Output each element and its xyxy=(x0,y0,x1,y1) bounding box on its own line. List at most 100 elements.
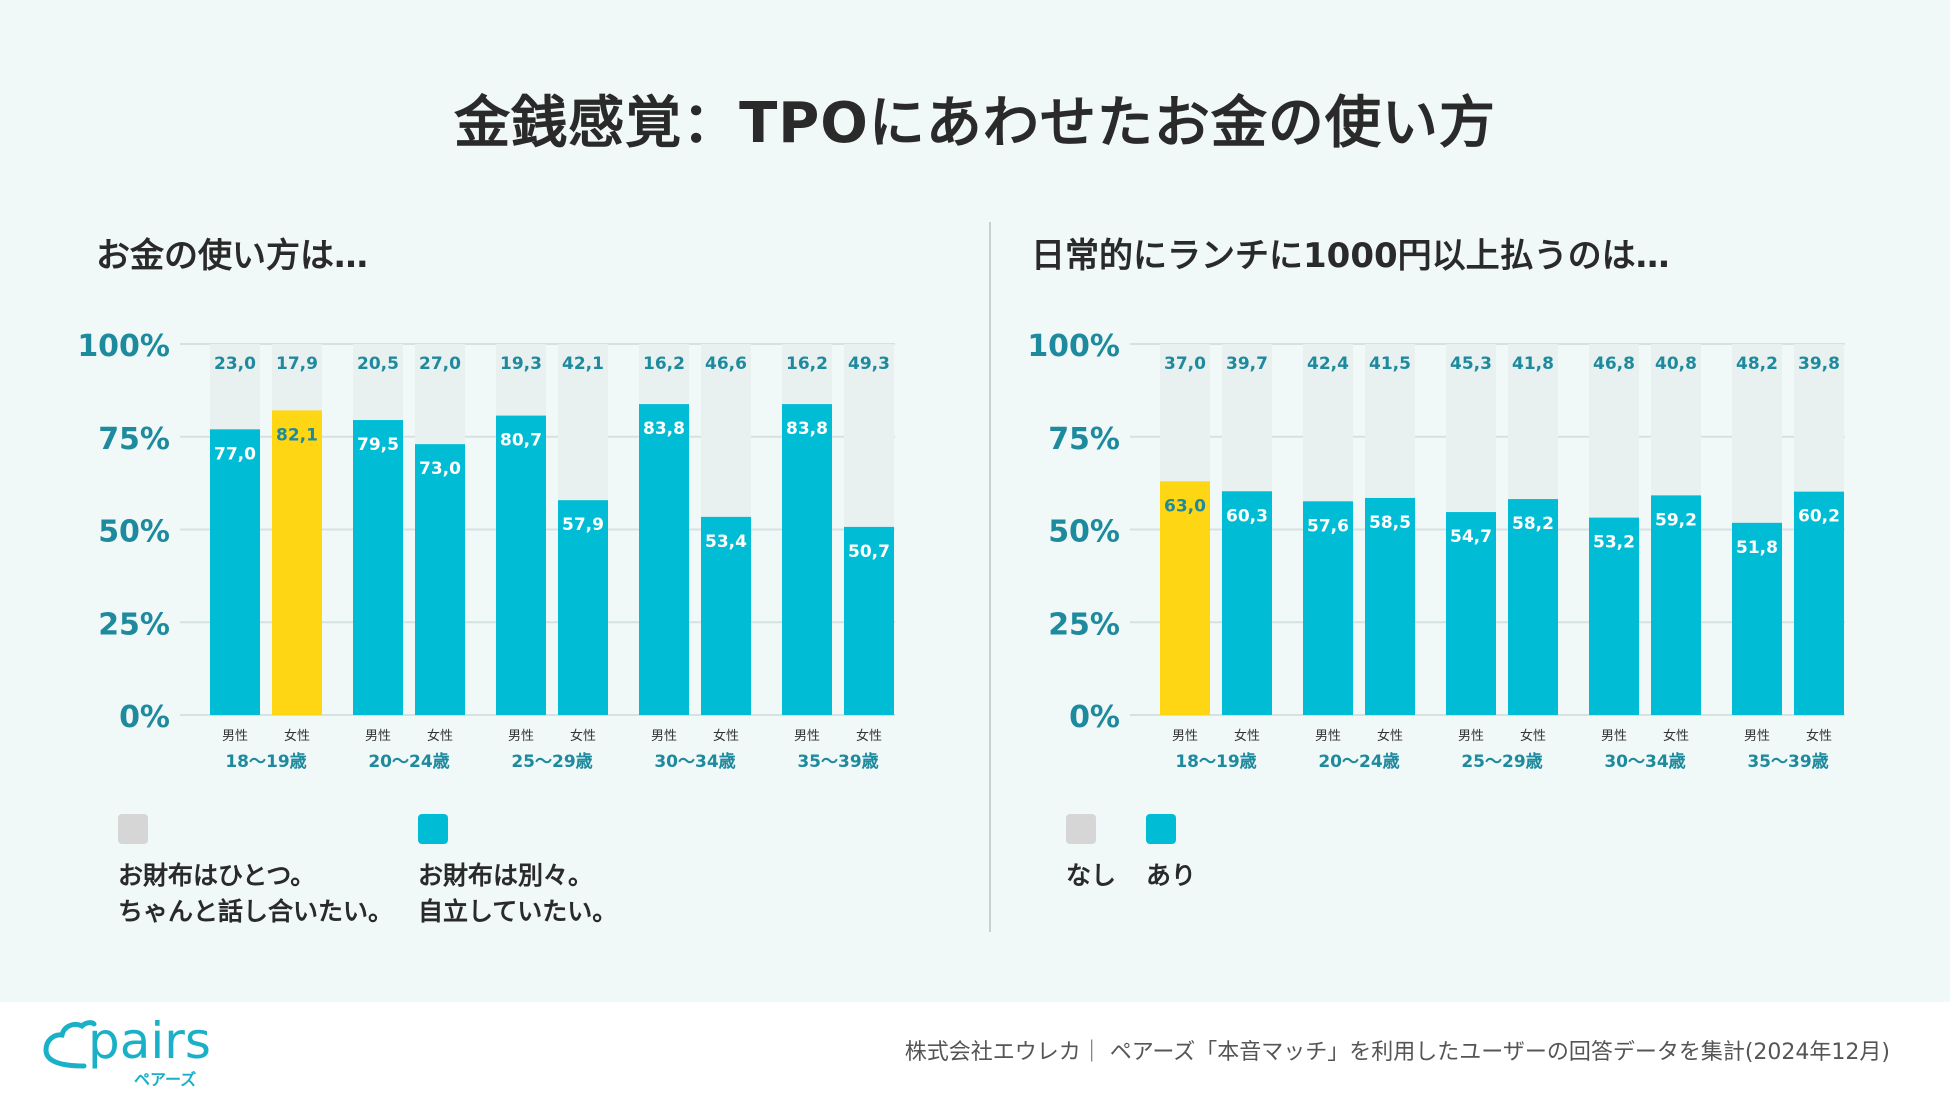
legend-swatch-shared-wallet xyxy=(118,814,148,844)
remainder-value-label: 27,0 xyxy=(419,354,461,374)
remainder-value-label: 46,8 xyxy=(1593,354,1635,374)
source-note: 株式会社エウレカ｜ ペアーズ「本音マッチ」を利用したユーザーの回答データを集計(… xyxy=(904,1040,1890,1065)
main-value-label: 51,8 xyxy=(1736,538,1778,558)
bar-value xyxy=(1732,522,1782,715)
main-value-label: 57,6 xyxy=(1307,516,1349,536)
remainder-value-label: 40,8 xyxy=(1655,354,1697,374)
main-value-label: 60,2 xyxy=(1798,507,1840,527)
sub-category-label: 男性 xyxy=(794,729,820,744)
remainder-value-label: 45,3 xyxy=(1450,354,1492,374)
legend-swatch-no xyxy=(1066,814,1096,844)
y-tick-label: 75% xyxy=(98,422,170,457)
bar-value xyxy=(415,444,465,715)
main-value-label: 83,8 xyxy=(643,419,685,439)
age-group-label: 25〜29歳 xyxy=(511,751,592,772)
legend-label-shared-wallet: お財布はひとつ。 ちゃんと話し合いたい。 xyxy=(118,861,394,926)
age-group-label: 30〜34歳 xyxy=(654,751,735,772)
age-group-label: 25〜29歳 xyxy=(1461,751,1542,772)
remainder-value-label: 16,2 xyxy=(643,354,685,374)
remainder-value-label: 37,0 xyxy=(1164,354,1206,374)
main-value-label: 58,5 xyxy=(1369,513,1411,533)
pairs-logo-icon xyxy=(43,1020,97,1069)
remainder-value-label: 19,3 xyxy=(500,354,542,374)
remainder-value-label: 46,6 xyxy=(705,354,747,374)
sub-category-label: 男性 xyxy=(1172,729,1198,744)
main-value-label: 73,0 xyxy=(419,459,461,479)
age-group-label: 20〜24歳 xyxy=(368,751,449,772)
bar-value xyxy=(1303,501,1353,715)
main-value-label: 58,2 xyxy=(1512,514,1554,534)
y-tick-label: 50% xyxy=(98,515,170,550)
remainder-value-label: 48,2 xyxy=(1736,354,1778,374)
sub-category-label: 女性 xyxy=(570,728,596,744)
y-tick-label: 25% xyxy=(98,607,170,642)
main-value-label: 54,7 xyxy=(1450,527,1492,547)
right-chart-title: 日常的にランチに1000円以上払うのは… xyxy=(1031,236,1670,276)
bar-value xyxy=(1446,512,1496,715)
age-group-label: 35〜39歳 xyxy=(797,751,878,772)
main-value-label: 57,9 xyxy=(562,515,604,535)
sub-category-label: 女性 xyxy=(1663,728,1689,744)
sub-category-label: 女性 xyxy=(713,728,739,744)
bar-value xyxy=(782,404,832,715)
remainder-value-label: 42,4 xyxy=(1307,354,1349,374)
main-value-label: 82,1 xyxy=(276,425,318,445)
sub-category-label: 男性 xyxy=(508,729,534,744)
age-group-label: 18〜19歳 xyxy=(225,751,306,772)
y-tick-label: 25% xyxy=(1048,607,1120,642)
remainder-value-label: 49,3 xyxy=(848,354,890,374)
y-tick-label: 75% xyxy=(1048,422,1120,457)
remainder-value-label: 23,0 xyxy=(214,354,256,374)
bar-value xyxy=(1651,495,1701,715)
left-chart-title: お金の使い方は… xyxy=(96,236,368,276)
page-title: 金銭感覚：TPOにあわせたお金の使い方 xyxy=(454,91,1496,156)
bar-value xyxy=(272,410,322,715)
main-value-label: 79,5 xyxy=(357,435,399,455)
y-tick-label: 0% xyxy=(119,700,170,735)
main-value-label: 53,4 xyxy=(705,532,747,552)
legend-label-yes: あり xyxy=(1146,861,1197,890)
bar-value xyxy=(1222,491,1272,715)
sub-category-label: 男性 xyxy=(1458,729,1484,744)
logo-subtext: ペアーズ xyxy=(134,1070,197,1089)
main-value-label: 77,0 xyxy=(214,444,256,464)
sub-category-label: 女性 xyxy=(1377,728,1403,744)
bar-value xyxy=(1589,517,1639,715)
sub-category-label: 男性 xyxy=(222,729,248,744)
age-group-label: 20〜24歳 xyxy=(1318,751,1399,772)
age-group-label: 30〜34歳 xyxy=(1604,751,1685,772)
remainder-value-label: 42,1 xyxy=(562,354,604,374)
logo-text: pairs xyxy=(88,1012,211,1070)
main-value-label: 83,8 xyxy=(786,419,828,439)
panel-divider xyxy=(989,222,991,932)
y-tick-label: 50% xyxy=(1048,515,1120,550)
remainder-value-label: 20,5 xyxy=(357,354,399,374)
remainder-value-label: 41,5 xyxy=(1369,354,1411,374)
bar-value xyxy=(1365,497,1415,715)
age-group-label: 18〜19歳 xyxy=(1175,751,1256,772)
y-tick-label: 100% xyxy=(1027,329,1120,364)
main-value-label: 50,7 xyxy=(848,542,890,562)
main-value-label: 60,3 xyxy=(1226,506,1268,526)
sub-category-label: 男性 xyxy=(1601,729,1627,744)
bar-value xyxy=(639,404,689,715)
sub-category-label: 男性 xyxy=(365,729,391,744)
remainder-value-label: 17,9 xyxy=(276,354,318,374)
sub-category-label: 女性 xyxy=(427,728,453,744)
remainder-value-label: 39,7 xyxy=(1226,354,1268,374)
main-value-label: 63,0 xyxy=(1164,496,1206,516)
sub-category-label: 男性 xyxy=(651,729,677,744)
legend-swatch-separate-wallet xyxy=(418,814,448,844)
main-value-label: 59,2 xyxy=(1655,510,1697,530)
sub-category-label: 男性 xyxy=(1315,729,1341,744)
remainder-value-label: 41,8 xyxy=(1512,354,1554,374)
sub-category-label: 女性 xyxy=(284,728,310,744)
bar-value xyxy=(496,415,546,715)
remainder-value-label: 39,8 xyxy=(1798,354,1840,374)
bar-value xyxy=(210,429,260,715)
sub-category-label: 女性 xyxy=(1806,728,1832,744)
y-tick-label: 100% xyxy=(77,329,170,364)
remainder-value-label: 16,2 xyxy=(786,354,828,374)
age-group-label: 35〜39歳 xyxy=(1747,751,1828,772)
bar-value xyxy=(1794,491,1844,715)
